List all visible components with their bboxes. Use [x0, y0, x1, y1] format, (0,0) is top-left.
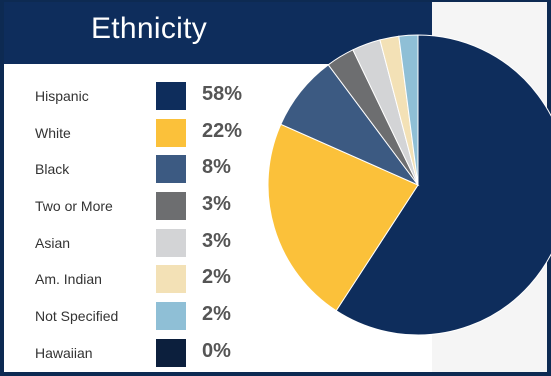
legend-swatch [156, 302, 186, 331]
legend-item: Asian 3% [4, 228, 264, 266]
legend-value: 3% [202, 193, 231, 216]
legend-label: Hawaiian [35, 344, 93, 361]
legend-swatch [156, 118, 186, 147]
legend-value: 58% [202, 83, 243, 105]
legend-value: 2% [202, 266, 231, 289]
legend-label: Am. Indian [35, 271, 102, 288]
legend-swatch [156, 155, 186, 184]
legend-item: Black 8% [4, 155, 264, 192]
legend-item: Hawaiian 0% [4, 338, 264, 376]
legend-value: 2% [202, 303, 231, 326]
legend-value: 3% [202, 229, 231, 252]
legend-item: Not Specified 2% [4, 302, 264, 339]
legend-swatch [156, 192, 186, 221]
legend-label: Hispanic [35, 88, 89, 104]
legend-item: Two or More 3% [4, 192, 264, 229]
pie-slice-hispanic [335, 34, 551, 336]
legend-item: Hispanic 58% [4, 82, 264, 119]
legend-swatch [156, 228, 186, 257]
legend-value: 22% [202, 119, 243, 142]
legend-label: Not Specified [35, 308, 119, 325]
chart-title: Ethnicity [90, 12, 208, 45]
legend-label: Asian [35, 234, 71, 251]
legend-label: Two or More [35, 198, 113, 215]
legend-item: White 22% [4, 118, 264, 156]
legend-label: Black [35, 161, 70, 178]
legend-value: 8% [202, 156, 231, 179]
legend-swatch [156, 265, 186, 294]
pie-slice-white [267, 123, 419, 312]
pie-slice-not-specified [398, 34, 419, 186]
legend: Hispanic 58% White 22% Black 8% Two or More 3% A… [4, 82, 264, 376]
legend-swatch [156, 82, 186, 110]
legend-item: Am. Indian 2% [4, 265, 264, 302]
legend-label: White [35, 124, 71, 141]
legend-swatch [156, 338, 186, 367]
legend-value: 0% [202, 339, 231, 362]
